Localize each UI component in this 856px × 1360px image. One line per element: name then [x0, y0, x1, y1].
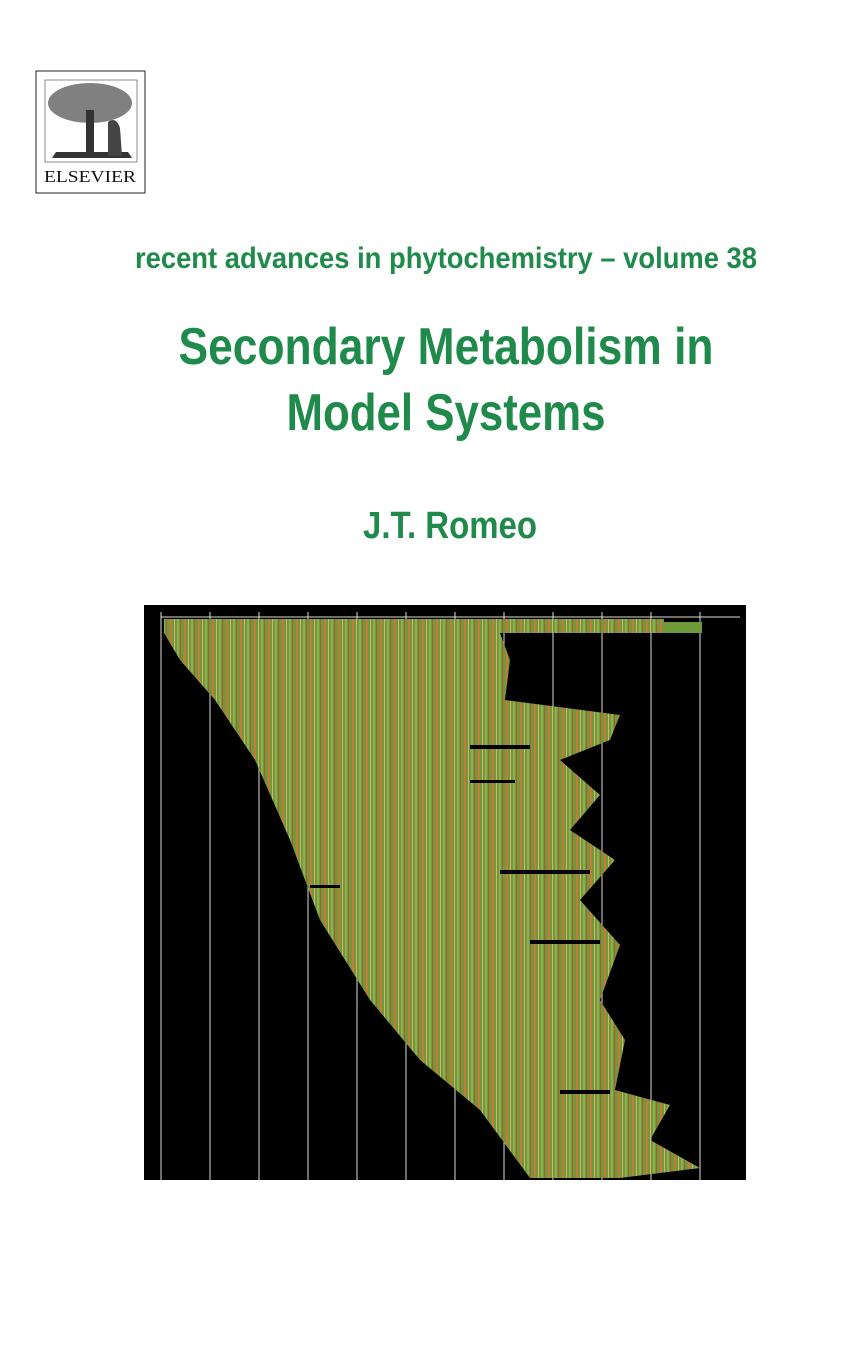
- cover-image: [144, 605, 746, 1180]
- image-gaps: [310, 745, 610, 1094]
- publisher-logo: ELSEVIER: [35, 70, 146, 194]
- title-line: Secondary Metabolism in: [179, 318, 714, 376]
- series-line: recent advances in phytochemistry – volu…: [135, 242, 757, 275]
- logo-figure: [108, 120, 122, 156]
- title-line: Model Systems: [287, 384, 606, 442]
- logo-tree-trunk: [86, 110, 94, 155]
- logo-tree-crown: [48, 83, 132, 123]
- logo-text: ELSEVIER: [44, 167, 137, 186]
- image-alignment: [164, 633, 700, 1178]
- image-top-row: [664, 622, 702, 633]
- author: J.T. Romeo: [363, 505, 537, 547]
- image-top-row: [164, 619, 664, 633]
